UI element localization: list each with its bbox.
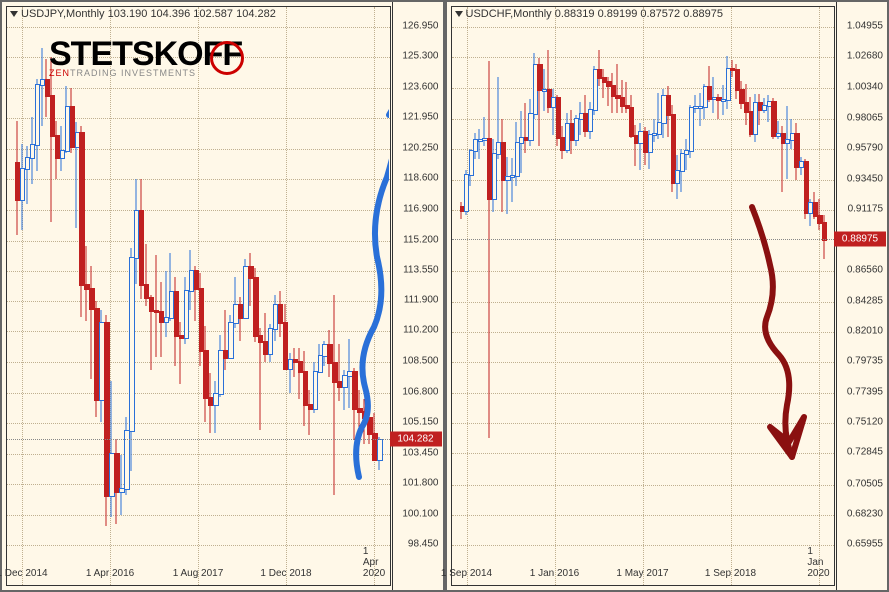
plot-area[interactable]: 1 Dec 20141 Apr 20161 Aug 20171 Dec 2018… <box>6 6 391 586</box>
dropdown-icon <box>10 11 18 17</box>
current-price-line <box>452 239 835 240</box>
y-axis-label: 126.950 <box>402 21 438 32</box>
grid-line <box>819 7 820 585</box>
y-axis-label: 0.95790 <box>847 142 883 153</box>
x-axis-label: 1 Dec 2014 <box>0 568 48 579</box>
y-axis-label: 0.91175 <box>848 204 883 215</box>
y-axis-label: 0.72845 <box>847 447 883 458</box>
y-axis-label: 1.00340 <box>847 82 883 93</box>
y-axis-label: 0.68230 <box>847 508 883 519</box>
y-axis-label: 0.84285 <box>847 295 883 306</box>
y-axis-label: 105.150 <box>402 417 438 428</box>
y-axis-label: 0.75120 <box>847 417 883 428</box>
chart-usdchf[interactable]: USDCHF,Monthly 0.88319 0.89199 0.87572 0… <box>445 0 889 592</box>
y-axis: 1.04955 1.02680 1.00340 0.98065 0.95790 0.934… <box>836 2 887 590</box>
y-axis-label: 125.300 <box>402 50 438 61</box>
y-axis: 126.950 125.300 123.600 121.950 120.250 118.6… <box>392 2 443 590</box>
symbol-label: USDCHF,Monthly <box>466 8 552 20</box>
x-axis-label: 1 Dec 2018 <box>260 568 311 579</box>
y-axis-label: 115.200 <box>403 234 438 245</box>
x-axis-label: 1 Sep 2018 <box>705 568 756 579</box>
y-axis-label: 121.950 <box>402 111 438 122</box>
dropdown-icon <box>455 11 463 17</box>
x-axis-label: 1 Apr 2020 <box>363 546 385 579</box>
ohlc-label: 103.190 104.396 102.587 104.282 <box>108 8 276 20</box>
y-axis-label: 120.250 <box>402 142 438 153</box>
y-axis-label: 0.65955 <box>847 539 883 550</box>
symbol-label: USDJPY,Monthly <box>21 8 105 20</box>
x-axis-label: 1 Jan 2020 <box>807 546 829 579</box>
grid-line <box>467 7 468 585</box>
x-axis-label: 1 Sep 2014 <box>441 568 492 579</box>
y-axis-label: 0.70505 <box>847 478 883 489</box>
y-axis-label: 0.98065 <box>847 112 883 123</box>
y-axis-label: 1.04955 <box>847 21 883 32</box>
grid-line <box>22 7 23 585</box>
y-axis-label: 113.550 <box>403 264 438 275</box>
y-axis-label: 123.600 <box>402 81 438 92</box>
y-axis-label: 0.93450 <box>847 173 883 184</box>
x-axis-label: 1 Jan 2016 <box>530 568 580 579</box>
y-axis-label: 98.450 <box>408 539 439 550</box>
x-axis-label: 1 Aug 2017 <box>173 568 224 579</box>
y-axis-label: 101.800 <box>402 478 438 489</box>
y-axis-label: 111.900 <box>404 294 439 305</box>
y-axis-label: 106.800 <box>402 387 438 398</box>
grid-line <box>555 7 556 585</box>
x-axis-label: 1 Apr 2016 <box>86 568 134 579</box>
plot-area[interactable]: 1 Sep 20141 Jan 20161 May 20171 Sep 2018… <box>451 6 836 586</box>
y-axis-label: 1.02680 <box>847 51 883 62</box>
chart-usdjpy[interactable]: USDJPY,Monthly 103.190 104.396 102.587 1… <box>0 0 445 592</box>
y-axis-label: 0.86560 <box>847 265 883 276</box>
ohlc-label: 0.88319 0.89199 0.87572 0.88975 <box>555 8 723 20</box>
y-axis-label: 118.600 <box>403 172 438 183</box>
y-axis-label: 0.79735 <box>847 355 883 366</box>
chart-title: USDCHF,Monthly 0.88319 0.89199 0.87572 0… <box>455 8 723 20</box>
chart-title: USDJPY,Monthly 103.190 104.396 102.587 1… <box>10 8 276 20</box>
grid-line <box>286 7 287 585</box>
logo: STETSKOFFZENTRADING INVESTMENTS <box>49 35 242 78</box>
y-axis-label: 103.450 <box>402 448 438 459</box>
y-axis-label: 0.82010 <box>847 325 883 336</box>
current-price-box: 104.282 <box>390 432 442 447</box>
y-axis-label: 0.77395 <box>847 387 883 398</box>
y-axis-label: 108.500 <box>402 356 438 367</box>
current-price-box: 0.88975 <box>834 232 886 247</box>
grid-line <box>643 7 644 585</box>
y-axis-label: 100.100 <box>402 509 438 520</box>
grid-line <box>374 7 375 585</box>
y-axis-label: 110.200 <box>403 325 438 336</box>
x-axis-label: 1 May 2017 <box>616 568 668 579</box>
current-price-line <box>7 439 390 440</box>
y-axis-label: 116.900 <box>403 203 438 214</box>
